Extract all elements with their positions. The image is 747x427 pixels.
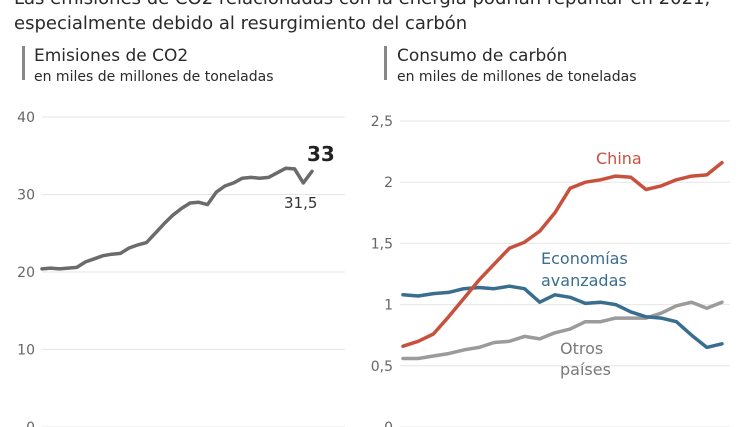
- emissions-chart: Emisiones de CO2 en miles de millones de…: [17, 46, 345, 427]
- advanced-label-line-1: Economías: [541, 249, 628, 268]
- y-tick-label: 0,5: [371, 359, 393, 375]
- y-tick-label: 30: [17, 188, 35, 204]
- emissions-2020-label: 31,5: [284, 194, 317, 212]
- intro-text: Las emisiones de CO2 relacionadas con la…: [14, 0, 744, 36]
- coal-title-bar: [384, 46, 387, 80]
- emissions-subtitle: en miles de millones de toneladas: [34, 69, 273, 85]
- y-tick-label: 20: [17, 265, 35, 281]
- emissions-title: Emisiones de CO2: [34, 46, 188, 66]
- coal-subtitle: en miles de millones de toneladas: [397, 69, 636, 85]
- advanced-label-line-2: avanzadas: [541, 271, 627, 290]
- coal-chart: Consumo de carbón en miles de millones d…: [371, 46, 730, 427]
- coal-advanced-line: [401, 284, 724, 350]
- y-tick-label: 10: [17, 343, 35, 359]
- coal-title: Consumo de carbón: [397, 46, 567, 66]
- y-tick-label: 1,5: [371, 236, 393, 252]
- emissions-y-ticks: 0 10 20 30 40: [17, 110, 35, 427]
- coal-y-ticks: 0 0,5 1 1,5 2 2,5: [371, 114, 393, 427]
- y-tick-label: 0: [26, 420, 35, 427]
- intro-line-2: especialmente debido al resurgimiento de…: [14, 13, 468, 34]
- y-tick-label: 1: [384, 298, 393, 314]
- emissions-line: [40, 166, 314, 271]
- y-tick-label: 2,5: [371, 114, 393, 130]
- others-label-line-1: Otros: [560, 339, 603, 358]
- coal-others-line: [401, 300, 724, 361]
- y-tick-label: 0: [384, 420, 393, 427]
- y-tick-label: 40: [17, 110, 35, 126]
- others-label-line-2: países: [560, 360, 611, 379]
- coal-china-line: [401, 160, 724, 348]
- china-label: China: [596, 149, 642, 168]
- y-tick-label: 2: [384, 175, 393, 191]
- emissions-gridlines: [42, 116, 345, 427]
- emissions-title-bar: [22, 46, 25, 80]
- intro-line-1: Las emisiones de CO2 relacionadas con la…: [14, 0, 744, 11]
- emissions-latest-label: 33: [307, 142, 335, 166]
